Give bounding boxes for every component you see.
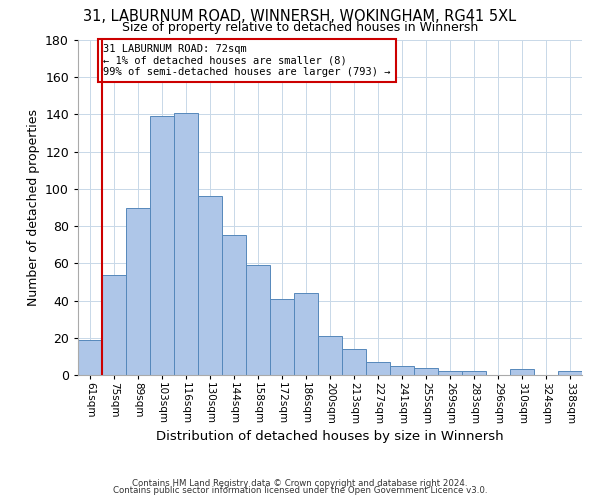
Y-axis label: Number of detached properties: Number of detached properties (26, 109, 40, 306)
Text: Contains public sector information licensed under the Open Government Licence v3: Contains public sector information licen… (113, 486, 487, 495)
Bar (390, 366, 414, 375)
Bar (198, 196, 222, 375)
X-axis label: Distribution of detached houses by size in Winnersh: Distribution of detached houses by size … (156, 430, 504, 442)
Bar (342, 349, 366, 375)
Bar (174, 112, 198, 375)
Bar (438, 372, 462, 375)
Bar (78, 340, 102, 375)
Bar (558, 372, 582, 375)
Bar (270, 298, 294, 375)
Bar (414, 368, 438, 375)
Text: 31 LABURNUM ROAD: 72sqm
← 1% of detached houses are smaller (8)
99% of semi-deta: 31 LABURNUM ROAD: 72sqm ← 1% of detached… (103, 44, 391, 77)
Text: Contains HM Land Registry data © Crown copyright and database right 2024.: Contains HM Land Registry data © Crown c… (132, 478, 468, 488)
Text: Size of property relative to detached houses in Winnersh: Size of property relative to detached ho… (122, 22, 478, 35)
Bar (462, 372, 486, 375)
Bar (102, 274, 126, 375)
Bar (246, 265, 270, 375)
Bar (318, 336, 342, 375)
Text: 31, LABURNUM ROAD, WINNERSH, WOKINGHAM, RG41 5XL: 31, LABURNUM ROAD, WINNERSH, WOKINGHAM, … (83, 9, 517, 24)
Bar (222, 236, 246, 375)
Bar (150, 116, 174, 375)
Bar (126, 208, 150, 375)
Bar (366, 362, 390, 375)
Bar (294, 293, 318, 375)
Bar (510, 370, 534, 375)
